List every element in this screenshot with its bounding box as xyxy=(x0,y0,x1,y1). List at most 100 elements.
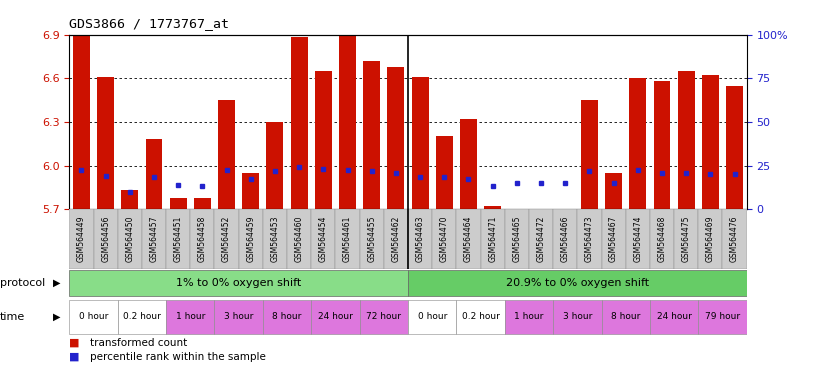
Text: 0.2 hour: 0.2 hour xyxy=(123,312,161,321)
Bar xyxy=(726,86,743,209)
FancyBboxPatch shape xyxy=(142,209,166,269)
Text: 72 hour: 72 hour xyxy=(366,312,401,321)
Text: GSM564473: GSM564473 xyxy=(585,216,594,262)
Text: 0.2 hour: 0.2 hour xyxy=(462,312,499,321)
FancyBboxPatch shape xyxy=(456,300,505,334)
FancyBboxPatch shape xyxy=(601,209,626,269)
FancyBboxPatch shape xyxy=(505,300,553,334)
FancyBboxPatch shape xyxy=(505,209,529,269)
Bar xyxy=(629,78,646,209)
Text: GDS3866 / 1773767_at: GDS3866 / 1773767_at xyxy=(69,17,229,30)
FancyBboxPatch shape xyxy=(408,270,747,296)
Bar xyxy=(411,77,428,209)
FancyBboxPatch shape xyxy=(698,300,747,334)
FancyBboxPatch shape xyxy=(360,300,408,334)
Text: GSM564474: GSM564474 xyxy=(633,216,642,262)
Text: GSM564468: GSM564468 xyxy=(658,216,667,262)
Text: GSM564464: GSM564464 xyxy=(464,216,473,262)
Bar xyxy=(290,38,308,209)
Text: GSM564465: GSM564465 xyxy=(512,216,521,262)
Text: GSM564460: GSM564460 xyxy=(295,216,304,262)
FancyBboxPatch shape xyxy=(360,209,384,269)
FancyBboxPatch shape xyxy=(432,209,456,269)
FancyBboxPatch shape xyxy=(287,209,311,269)
Bar xyxy=(97,77,114,209)
Text: GSM564449: GSM564449 xyxy=(77,216,86,262)
Text: ▶: ▶ xyxy=(53,312,60,322)
Text: GSM564456: GSM564456 xyxy=(101,216,110,262)
Bar xyxy=(73,35,90,209)
Text: 3 hour: 3 hour xyxy=(563,312,592,321)
FancyBboxPatch shape xyxy=(166,300,215,334)
Text: 79 hour: 79 hour xyxy=(705,312,740,321)
Text: GSM564457: GSM564457 xyxy=(149,216,158,262)
Bar xyxy=(605,173,622,209)
Text: GSM564469: GSM564469 xyxy=(706,216,715,262)
Text: GSM564467: GSM564467 xyxy=(609,216,618,262)
Text: ■: ■ xyxy=(69,352,80,362)
FancyBboxPatch shape xyxy=(481,209,505,269)
FancyBboxPatch shape xyxy=(238,209,263,269)
Bar xyxy=(388,66,405,209)
FancyBboxPatch shape xyxy=(311,300,360,334)
Text: GSM564452: GSM564452 xyxy=(222,216,231,262)
FancyBboxPatch shape xyxy=(69,209,94,269)
FancyBboxPatch shape xyxy=(335,209,360,269)
FancyBboxPatch shape xyxy=(601,300,650,334)
Text: GSM564470: GSM564470 xyxy=(440,216,449,262)
Text: GSM564451: GSM564451 xyxy=(174,216,183,262)
FancyBboxPatch shape xyxy=(118,300,166,334)
Text: ▶: ▶ xyxy=(53,278,60,288)
FancyBboxPatch shape xyxy=(577,209,601,269)
FancyBboxPatch shape xyxy=(190,209,215,269)
Text: 0 hour: 0 hour xyxy=(418,312,447,321)
Bar xyxy=(436,136,453,209)
FancyBboxPatch shape xyxy=(553,300,601,334)
Bar xyxy=(533,209,549,279)
FancyBboxPatch shape xyxy=(408,209,432,269)
Text: 20.9% to 0% oxygen shift: 20.9% to 0% oxygen shift xyxy=(506,278,649,288)
Bar xyxy=(315,71,332,209)
FancyBboxPatch shape xyxy=(553,209,577,269)
Bar xyxy=(194,198,211,209)
Text: GSM564475: GSM564475 xyxy=(681,216,690,262)
Text: 24 hour: 24 hour xyxy=(657,312,691,321)
FancyBboxPatch shape xyxy=(263,300,311,334)
Text: protocol: protocol xyxy=(0,278,45,288)
Text: GSM564471: GSM564471 xyxy=(488,216,497,262)
Text: GSM564476: GSM564476 xyxy=(730,216,739,262)
FancyBboxPatch shape xyxy=(456,209,481,269)
Text: time: time xyxy=(0,312,25,322)
Bar xyxy=(484,206,501,209)
Text: 24 hour: 24 hour xyxy=(318,312,353,321)
Text: 3 hour: 3 hour xyxy=(224,312,253,321)
Bar xyxy=(363,61,380,209)
Text: GSM564450: GSM564450 xyxy=(126,216,135,262)
Text: 1% to 0% oxygen shift: 1% to 0% oxygen shift xyxy=(176,278,301,288)
FancyBboxPatch shape xyxy=(698,209,722,269)
Bar xyxy=(460,119,477,209)
Bar xyxy=(557,209,574,275)
Text: ■: ■ xyxy=(69,338,80,348)
FancyBboxPatch shape xyxy=(166,209,190,269)
FancyBboxPatch shape xyxy=(69,300,118,334)
Text: 8 hour: 8 hour xyxy=(611,312,641,321)
FancyBboxPatch shape xyxy=(529,209,553,269)
Bar xyxy=(122,190,138,209)
FancyBboxPatch shape xyxy=(408,300,456,334)
Text: GSM564458: GSM564458 xyxy=(198,216,207,262)
Text: 0 hour: 0 hour xyxy=(79,312,109,321)
Bar xyxy=(702,75,719,209)
Text: GSM564466: GSM564466 xyxy=(561,216,570,262)
Text: 1 hour: 1 hour xyxy=(514,312,543,321)
FancyBboxPatch shape xyxy=(118,209,142,269)
Bar xyxy=(145,139,162,209)
Text: transformed count: transformed count xyxy=(90,338,187,348)
FancyBboxPatch shape xyxy=(215,209,238,269)
Text: GSM564453: GSM564453 xyxy=(270,216,279,262)
Text: GSM564459: GSM564459 xyxy=(246,216,255,262)
FancyBboxPatch shape xyxy=(311,209,335,269)
Bar xyxy=(267,122,283,209)
FancyBboxPatch shape xyxy=(94,209,118,269)
Text: GSM564455: GSM564455 xyxy=(367,216,376,262)
